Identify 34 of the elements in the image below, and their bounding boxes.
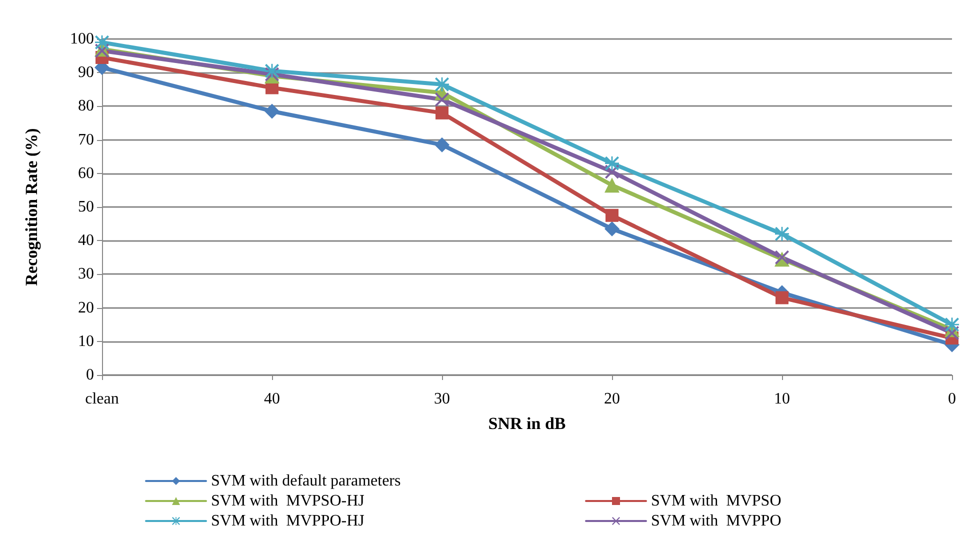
x-tick-label: clean (85, 390, 119, 408)
point (604, 178, 620, 193)
y-axis-title: Recognition Rate (%) (22, 128, 41, 286)
legend-label: SVM with MVPSO (651, 492, 782, 510)
x-tick-label: 30 (434, 390, 450, 408)
x-tick-label: 0 (948, 390, 956, 408)
point (435, 92, 449, 106)
legend-label: SVM with MVPSO-HJ (211, 492, 364, 510)
point (95, 35, 109, 50)
y-tick-label: 80 (78, 98, 94, 115)
point (434, 137, 450, 152)
y-tick-label: 20 (78, 299, 94, 316)
y-tick-label: 100 (70, 30, 94, 48)
point (606, 208, 618, 222)
x-tick-label: 20 (604, 390, 620, 408)
point (776, 291, 788, 304)
y-tick-label: 90 (78, 64, 94, 82)
y-tick-label: 60 (78, 164, 94, 182)
x-axis-title: SNR in dB (488, 414, 566, 433)
x-tick-label: 10 (774, 390, 790, 408)
y-tick-label: 10 (78, 332, 94, 350)
point (604, 221, 620, 236)
legend-label: SVM with MVPPO (651, 512, 782, 530)
y-tick-label: 50 (78, 198, 94, 216)
y-tick-label: 40 (78, 232, 94, 250)
y-tick-label: 70 (78, 131, 94, 148)
point (264, 104, 280, 119)
legend-label: SVM with MVPPO-HJ (211, 512, 364, 530)
y-tick-label: 0 (86, 366, 94, 384)
point (775, 250, 789, 264)
x-tick-label: 40 (264, 390, 280, 408)
point (436, 106, 448, 120)
legend-label: SVM with default parameters (211, 472, 401, 490)
y-tick-label: 30 (78, 266, 94, 283)
